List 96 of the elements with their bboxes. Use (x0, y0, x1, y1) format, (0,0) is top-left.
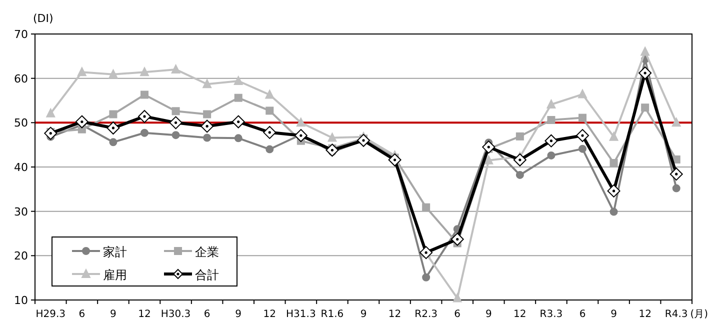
point (640, 46, 650, 56)
point (576, 129, 589, 142)
legend-label: 雇用 (103, 268, 127, 282)
point (294, 129, 308, 142)
x-tick-label: 9 (360, 309, 367, 320)
point (140, 90, 148, 99)
x-tick-label: 6 (454, 309, 461, 320)
point (328, 132, 337, 142)
x-tick-label: 12 (263, 309, 276, 320)
point (422, 203, 430, 212)
x-tick-label: R3.3 (540, 309, 563, 320)
point (200, 120, 214, 133)
point (263, 126, 276, 139)
point (672, 118, 681, 127)
point (672, 155, 680, 164)
y-tick-label: 50 (14, 116, 28, 130)
point (516, 132, 524, 140)
x-tick-label: 9 (110, 309, 116, 320)
x-tick-label: 6 (78, 309, 86, 320)
x-tick-label: H29.3 (36, 309, 66, 320)
y-tick-label: 70 (14, 28, 28, 41)
point (140, 128, 148, 137)
point (547, 116, 556, 124)
point (172, 131, 180, 140)
point (203, 110, 212, 118)
x-tick-label: R2.3 (414, 309, 438, 320)
point (638, 66, 652, 80)
point (109, 138, 118, 146)
point (234, 94, 242, 102)
point (266, 145, 274, 154)
point (484, 155, 494, 164)
point (452, 293, 462, 302)
x-tick-label: 12 (388, 309, 402, 320)
x-tick-label: R1.6 (320, 309, 344, 320)
point (609, 132, 618, 141)
legend-label: 家計 (103, 245, 127, 259)
x-tick-label: H31.3 (286, 309, 316, 320)
point (234, 134, 242, 142)
point (106, 121, 120, 134)
point (266, 106, 274, 115)
point (75, 115, 88, 128)
point (138, 110, 151, 123)
x-tick-label: 6 (204, 309, 210, 320)
point (641, 104, 650, 112)
point (422, 273, 430, 282)
legend-label: 合計 (195, 268, 219, 282)
point (547, 151, 556, 160)
point (296, 118, 306, 127)
point (357, 134, 370, 147)
y-tick-label: 10 (14, 294, 28, 307)
point (450, 232, 464, 246)
point (326, 144, 339, 157)
point (202, 79, 212, 88)
point (670, 168, 683, 181)
x-tick-label: 12 (514, 309, 526, 320)
point (234, 76, 243, 85)
point (203, 134, 212, 142)
x-tick-label: R4.3 (664, 309, 688, 320)
point (46, 108, 56, 118)
point (546, 99, 556, 108)
point (172, 107, 180, 116)
point (388, 153, 402, 166)
x-axis-title: (月) (690, 309, 708, 320)
point (108, 69, 118, 78)
point (578, 89, 587, 98)
point (544, 134, 558, 148)
x-tick-label: 6 (579, 309, 586, 320)
point (482, 140, 496, 154)
point (171, 64, 180, 74)
y-tick-label: 20 (14, 250, 28, 263)
x-tick-label: 12 (638, 309, 652, 320)
x-tick-label: 12 (138, 309, 151, 320)
point (169, 116, 182, 130)
x-tick-label: 9 (485, 309, 492, 320)
point (265, 90, 274, 99)
point (513, 153, 526, 166)
legend-label: 企業 (195, 245, 219, 259)
x-tick-label: H30.3 (160, 309, 191, 320)
y-axis-title: (DI) (33, 12, 54, 25)
point (516, 170, 524, 179)
point (109, 110, 118, 118)
x-tick-label: 9 (610, 309, 617, 320)
y-tick-label: 40 (14, 161, 28, 174)
point (578, 144, 586, 153)
y-tick-label: 30 (14, 205, 28, 218)
point (672, 184, 680, 192)
point (232, 115, 245, 128)
point (77, 67, 86, 76)
point (607, 184, 620, 198)
y-tick-label: 60 (14, 72, 28, 86)
point (610, 159, 618, 168)
point (578, 114, 586, 122)
x-tick-label: 9 (235, 309, 242, 320)
point (44, 126, 58, 140)
point (610, 208, 618, 216)
point (140, 67, 149, 76)
